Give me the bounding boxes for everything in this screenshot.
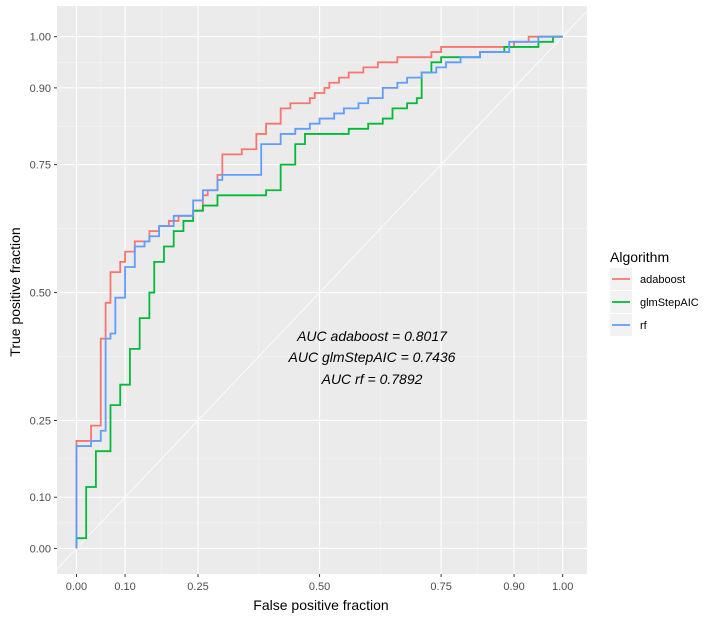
y-axis-title: True positive fraction xyxy=(7,227,23,356)
y-tick-label: 0.50 xyxy=(30,288,51,300)
roc-curve-adaboost xyxy=(75,35,563,549)
x-tick-label: 0.50 xyxy=(309,581,330,593)
auc-annotation-glmstepaic: AUC glmStepAIC = 0.7436 xyxy=(288,349,456,365)
legend-title: Algorithm xyxy=(610,249,669,265)
axes: 0.00 0.10 0.25 0.50 0.75 0.90 1.00 0.00 0.10 0.25… xyxy=(30,32,574,593)
y-tick-label: 1.00 xyxy=(30,32,51,44)
grid-lines xyxy=(56,6,588,574)
diagonal-reference-line xyxy=(56,10,588,570)
x-axis-title: False positive fraction xyxy=(253,597,388,613)
y-tick-label: 0.25 xyxy=(30,415,51,427)
y-tick-label: 0.00 xyxy=(30,543,51,555)
roc-curves xyxy=(75,35,563,549)
auc-annotation-adaboost: AUC adaboost = 0.8017 xyxy=(296,328,448,344)
legend: Algorithm adaboost glmStepAIC rf xyxy=(610,249,699,336)
y-tick-label: 0.75 xyxy=(30,160,51,172)
x-tick-label: 0.25 xyxy=(187,581,208,593)
x-tick-label: 0.75 xyxy=(430,581,451,593)
y-tick-label: 0.10 xyxy=(30,492,51,504)
legend-label-rf: rf xyxy=(640,320,648,332)
x-tick-label: 0.10 xyxy=(114,581,135,593)
roc-curve-glmstepaic xyxy=(75,35,563,549)
roc-curve-rf xyxy=(75,35,563,549)
y-tick-label: 0.90 xyxy=(30,83,51,95)
x-tick-label: 1.00 xyxy=(552,581,573,593)
auc-annotation-rf: AUC rf = 0.7892 xyxy=(321,371,423,387)
legend-keys: adaboost glmStepAIC rf xyxy=(610,268,699,336)
legend-label-glmstepaic: glmStepAIC xyxy=(640,297,699,309)
x-tick-label: 0.90 xyxy=(503,581,524,593)
legend-label-adaboost: adaboost xyxy=(640,274,685,286)
x-tick-label: 0.00 xyxy=(66,581,87,593)
